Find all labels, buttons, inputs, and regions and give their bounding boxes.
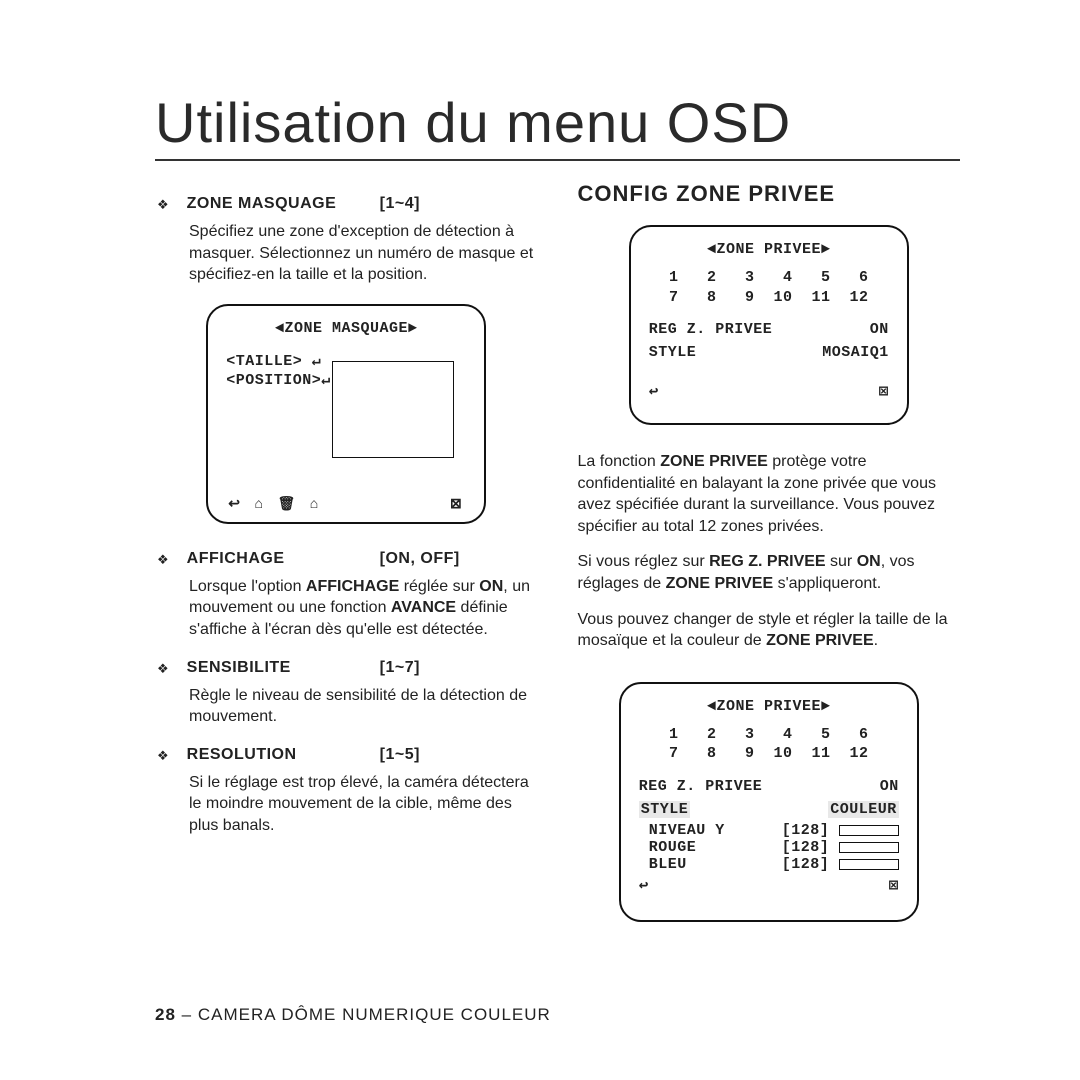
osd-zone-privee-1: ◄ZONE PRIVEE► 1 2 3 4 5 6 7 8 9 10 11 12… [629, 225, 909, 425]
osd-zone-privee-2: ◄ZONE PRIVEE► 1 2 3 4 5 6 7 8 9 10 11 12… [619, 682, 919, 922]
osd1-row2: 7 8 9 10 11 12 [649, 288, 889, 308]
osd-mask-preview [332, 361, 454, 458]
close-icon: ⊠ [879, 381, 889, 401]
zone-privee-p2: Si vous réglez sur REG Z. PRIVEE sur ON,… [578, 551, 961, 594]
close-icon: ⊠ [889, 875, 899, 895]
slider-track-icon [839, 825, 899, 836]
resolution-desc: Si le réglage est trop élevé, la caméra … [189, 772, 538, 837]
sensibilite-label: SENSIBILITE [187, 659, 362, 679]
diamond-icon: ❖ [157, 746, 169, 766]
right-column: CONFIG ZONE PRIVEE ◄ZONE PRIVEE► 1 2 3 4… [578, 181, 961, 922]
affichage-desc: Lorsque l'option AFFICHAGE réglée sur ON… [189, 576, 538, 641]
zone-privee-p3: Vous pouvez changer de style et régler l… [578, 609, 961, 652]
osd-zone-masquage: ◄ZONE MASQUAGE► <TAILLE> ↵ <POSITION>↵ ↩… [206, 304, 486, 524]
osd1-style-label: STYLE [649, 344, 697, 361]
sensibilite-desc: Règle le niveau de sensibilité de la dét… [189, 685, 538, 728]
slider-track-icon [839, 859, 899, 870]
zone-masquage-desc: Spécifiez une zone d'exception de détect… [189, 221, 538, 286]
osd2-style-label: STYLE [639, 801, 691, 818]
osd1-style-val: MOSAIQ1 [822, 344, 889, 361]
osd1-reg-label: REG Z. PRIVEE [649, 321, 773, 338]
config-zone-privee-heading: CONFIG ZONE PRIVEE [578, 181, 961, 207]
osd2-title: ◄ZONE PRIVEE► [639, 698, 899, 715]
close-icon: ⊠ [450, 495, 462, 512]
diamond-icon: ❖ [157, 195, 169, 215]
osd2-style-val: COULEUR [828, 801, 899, 818]
page-footer: 28 – CAMERA DÔME NUMERIQUE COULEUR [155, 1005, 551, 1025]
osd2-y-label: NIVEAU Y [649, 822, 725, 839]
trash-icon: 🗑 [277, 495, 295, 512]
osd2-y-val: [128] [782, 822, 830, 839]
left-column: ❖ ZONE MASQUAGE [1~4] Spécifiez une zone… [155, 181, 538, 922]
osd1-row1: 1 2 3 4 5 6 [649, 268, 889, 288]
osd1-title: ◄ZONE PRIVEE► [649, 241, 889, 258]
diamond-icon: ❖ [157, 550, 169, 570]
diamond-icon: ❖ [157, 659, 169, 679]
zone-privee-p1: La fonction ZONE PRIVEE protège votre co… [578, 451, 961, 537]
zone-masquage-label: ZONE MASQUAGE [187, 195, 362, 215]
home-icon: ⌂ [310, 495, 319, 512]
back-icon: ↩ [228, 495, 240, 512]
osd2-r-val: [128] [782, 839, 830, 856]
item-resolution: ❖ RESOLUTION [1~5] [157, 746, 538, 766]
osd2-reg-label: REG Z. PRIVEE [639, 778, 763, 795]
back-icon: ↩ [639, 875, 649, 895]
osd1-reg-val: ON [870, 321, 889, 338]
back-icon: ↩ [649, 381, 659, 401]
osd2-b-label: BLEU [649, 856, 687, 873]
affichage-range: [ON, OFF] [380, 550, 460, 570]
sensibilite-range: [1~7] [380, 659, 420, 679]
osd2-b-val: [128] [782, 856, 830, 873]
osd2-reg-val: ON [880, 778, 899, 795]
zone-masquage-range: [1~4] [380, 195, 420, 215]
resolution-range: [1~5] [380, 746, 420, 766]
osd-mask-title: ◄ZONE MASQUAGE► [226, 320, 466, 337]
item-affichage: ❖ AFFICHAGE [ON, OFF] [157, 550, 538, 570]
osd2-r-label: ROUGE [649, 839, 697, 856]
item-zone-masquage: ❖ ZONE MASQUAGE [1~4] [157, 195, 538, 215]
resolution-label: RESOLUTION [187, 746, 362, 766]
affichage-label: AFFICHAGE [187, 550, 362, 570]
item-sensibilite: ❖ SENSIBILITE [1~7] [157, 659, 538, 679]
page-title: Utilisation du menu OSD [155, 90, 960, 161]
slider-track-icon [839, 842, 899, 853]
osd2-row1: 1 2 3 4 5 6 [639, 725, 899, 745]
save-icon: ⌂ [254, 495, 263, 512]
osd2-row2: 7 8 9 10 11 12 [639, 744, 899, 764]
